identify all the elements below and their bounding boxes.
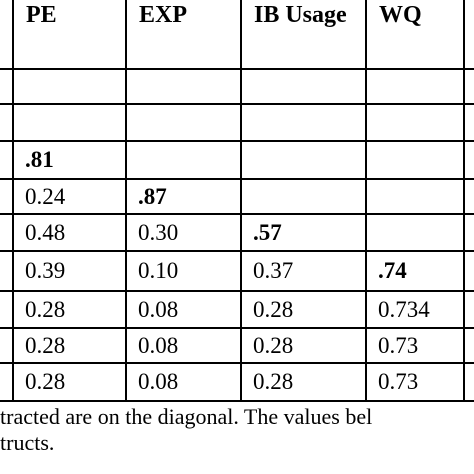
row-border xyxy=(0,362,474,364)
column-border xyxy=(12,0,14,400)
footnote-line: tracted are on the diagonal. The values … xyxy=(0,404,373,429)
row-border xyxy=(0,68,474,70)
table-cell: 0.28 xyxy=(253,332,294,358)
column-border xyxy=(240,0,242,400)
table-cell: 0.734 xyxy=(378,296,430,322)
table-cell: 0.24 xyxy=(25,183,66,209)
table-cell: 0.73 xyxy=(378,369,419,394)
row-border xyxy=(0,140,474,142)
table-cell: 0.08 xyxy=(138,332,179,358)
column-header: WQ xyxy=(379,2,422,28)
table-cell: 0.28 xyxy=(25,369,66,394)
table-cell: 0.28 xyxy=(25,332,66,358)
row-border xyxy=(0,178,474,180)
row-border xyxy=(0,250,474,252)
table-cell: 0.08 xyxy=(138,296,179,322)
table-cell: 0.30 xyxy=(138,219,179,245)
column-header: IB Usage xyxy=(254,2,347,28)
table-cell: 0.73 xyxy=(378,332,419,358)
column-border xyxy=(125,0,127,400)
column-border xyxy=(365,0,367,400)
table-cell: 0.08 xyxy=(138,369,179,394)
table-cell: .81 xyxy=(25,147,54,172)
row-border xyxy=(0,290,474,292)
table-cell: 0.28 xyxy=(253,296,294,322)
table-cell: 0.10 xyxy=(138,258,179,283)
table-cell: 0.37 xyxy=(253,258,294,283)
footnote-line: tructs. xyxy=(0,430,55,455)
table-cell: 0.28 xyxy=(25,296,66,322)
table-cell: 0.48 xyxy=(25,219,66,245)
row-border xyxy=(0,327,474,329)
table-cell: 0.28 xyxy=(253,369,294,394)
table-cell: .74 xyxy=(378,258,407,283)
row-border xyxy=(0,103,474,105)
column-header: EXP xyxy=(139,2,187,28)
column-border xyxy=(463,0,465,400)
table-cell: .87 xyxy=(138,183,167,209)
table-cell: 0.39 xyxy=(25,258,66,283)
row-border xyxy=(0,213,474,215)
table-cell: .57 xyxy=(253,219,282,245)
column-header: PE xyxy=(26,2,57,28)
row-border xyxy=(0,400,474,402)
